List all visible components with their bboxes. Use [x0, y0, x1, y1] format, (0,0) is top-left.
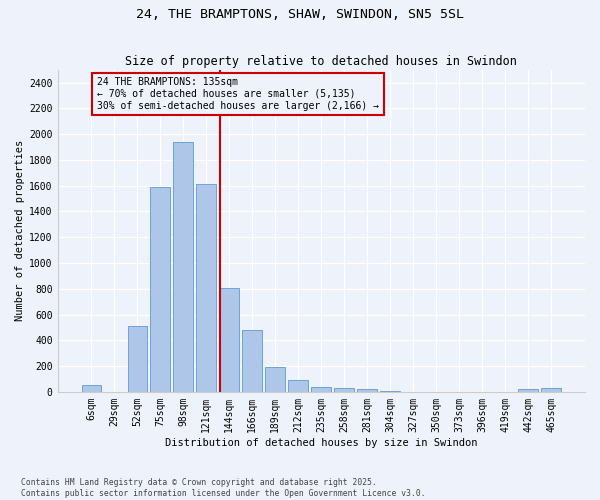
Bar: [380, 391, 400, 392]
Bar: [196, 184, 216, 392]
Bar: [334, 388, 354, 392]
Bar: [220, 288, 239, 392]
Text: Contains HM Land Registry data © Crown copyright and database right 2025.
Contai: Contains HM Land Registry data © Crown c…: [21, 478, 425, 498]
Bar: [265, 366, 285, 392]
Bar: [173, 142, 193, 392]
Bar: [289, 380, 308, 392]
Text: 24 THE BRAMPTONS: 135sqm
← 70% of detached houses are smaller (5,135)
30% of sem: 24 THE BRAMPTONS: 135sqm ← 70% of detach…: [97, 78, 379, 110]
Bar: [128, 326, 147, 392]
Y-axis label: Number of detached properties: Number of detached properties: [15, 140, 25, 322]
Bar: [311, 386, 331, 392]
Bar: [358, 390, 377, 392]
Bar: [82, 384, 101, 392]
Title: Size of property relative to detached houses in Swindon: Size of property relative to detached ho…: [125, 56, 517, 68]
X-axis label: Distribution of detached houses by size in Swindon: Distribution of detached houses by size …: [165, 438, 478, 448]
Bar: [541, 388, 561, 392]
Text: 24, THE BRAMPTONS, SHAW, SWINDON, SN5 5SL: 24, THE BRAMPTONS, SHAW, SWINDON, SN5 5S…: [136, 8, 464, 20]
Bar: [518, 390, 538, 392]
Bar: [151, 187, 170, 392]
Bar: [242, 330, 262, 392]
